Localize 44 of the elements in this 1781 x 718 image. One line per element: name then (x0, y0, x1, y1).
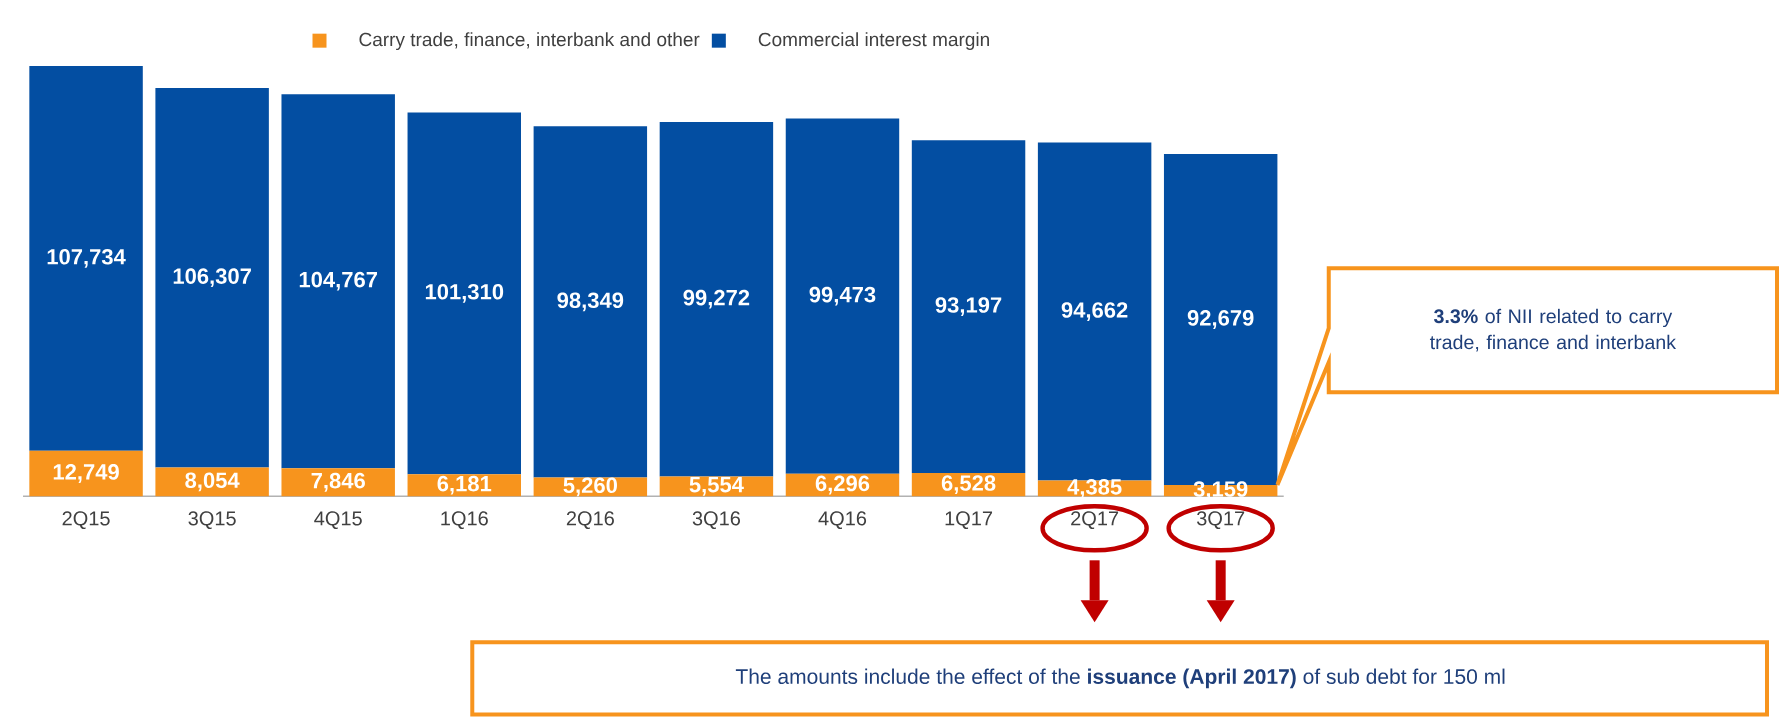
bar (407, 112, 521, 475)
data-label: 106,307 (173, 268, 251, 287)
bar (155, 87, 269, 468)
data-label: 92,679 (1187, 309, 1254, 329)
x-tick-label: 1Q16 (441, 511, 488, 529)
x-tick-label: 3Q17 (1196, 511, 1245, 529)
x-tick-label: 2Q15 (62, 511, 110, 529)
x-tick-label: 1Q17 (945, 511, 993, 529)
data-label: 5,260 (563, 477, 617, 497)
data-label: 98,349 (557, 292, 624, 312)
data-label: 99,272 (683, 289, 750, 309)
x-tick-label: 3Q16 (692, 511, 741, 529)
x-tick-label: 3Q15 (188, 511, 236, 529)
data-label: 5,554 (689, 476, 744, 496)
x-tick-label: 4Q15 (314, 511, 362, 529)
data-label: 104,767 (299, 271, 378, 291)
text: 3.3% of NII related to carry trade, finance and interbank (1429, 308, 1677, 352)
legend-label: Commercial interest margin (758, 32, 989, 50)
data-label: 107,734 (47, 248, 126, 268)
data-label: 93,197 (935, 296, 1002, 316)
data-label: 99,473 (809, 286, 876, 306)
data-label: 6,296 (815, 475, 870, 495)
data-label: 6,181 (437, 475, 492, 495)
bar (1037, 142, 1152, 481)
x-tick-label: 2Q16 (566, 511, 614, 529)
data-label: 94,662 (1061, 302, 1128, 321)
data-label: 8,054 (185, 472, 240, 492)
bar (29, 65, 143, 451)
bar (659, 121, 774, 477)
bar (281, 93, 395, 469)
text: The amounts include the effect of the issuance (April 2017) of sub debt for 150 ml (735, 668, 1505, 688)
data-label: 7,846 (311, 472, 365, 492)
bar (533, 126, 648, 478)
bar (29, 450, 143, 497)
data-label: 6,528 (941, 475, 996, 494)
data-label: 3,159 (1193, 481, 1248, 500)
bar (785, 118, 900, 474)
x-tick-label: 4Q16 (818, 511, 867, 529)
data-label: 4,385 (1067, 478, 1122, 498)
legend-label: Carry trade, finance, interbank and other (359, 32, 700, 50)
data-label: 101,310 (425, 283, 504, 303)
bar (911, 139, 1026, 473)
x-tick-label: 2Q17 (1071, 511, 1119, 529)
data-label: 12,749 (53, 463, 119, 483)
